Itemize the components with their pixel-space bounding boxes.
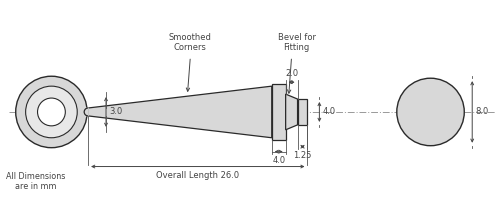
- Polygon shape: [88, 86, 272, 138]
- Text: 1.25: 1.25: [294, 151, 312, 160]
- Polygon shape: [286, 94, 298, 130]
- Bar: [298, 99, 308, 125]
- Text: 4.0: 4.0: [272, 156, 285, 165]
- Text: All Dimensions
are in mm: All Dimensions are in mm: [6, 172, 65, 191]
- Circle shape: [16, 76, 87, 148]
- Bar: [272, 84, 285, 140]
- Text: 4.0: 4.0: [322, 107, 336, 116]
- Text: Bevel for
Fitting: Bevel for Fitting: [278, 33, 316, 52]
- Polygon shape: [84, 108, 88, 116]
- Circle shape: [38, 98, 66, 126]
- Text: Smoothed
Corners: Smoothed Corners: [169, 33, 212, 52]
- Text: Overall Length 26.0: Overall Length 26.0: [156, 171, 240, 180]
- Text: 8.0: 8.0: [476, 107, 489, 116]
- Circle shape: [26, 86, 77, 138]
- Text: 2.0: 2.0: [285, 69, 298, 78]
- Text: 3.0: 3.0: [110, 107, 122, 116]
- Circle shape: [397, 78, 464, 146]
